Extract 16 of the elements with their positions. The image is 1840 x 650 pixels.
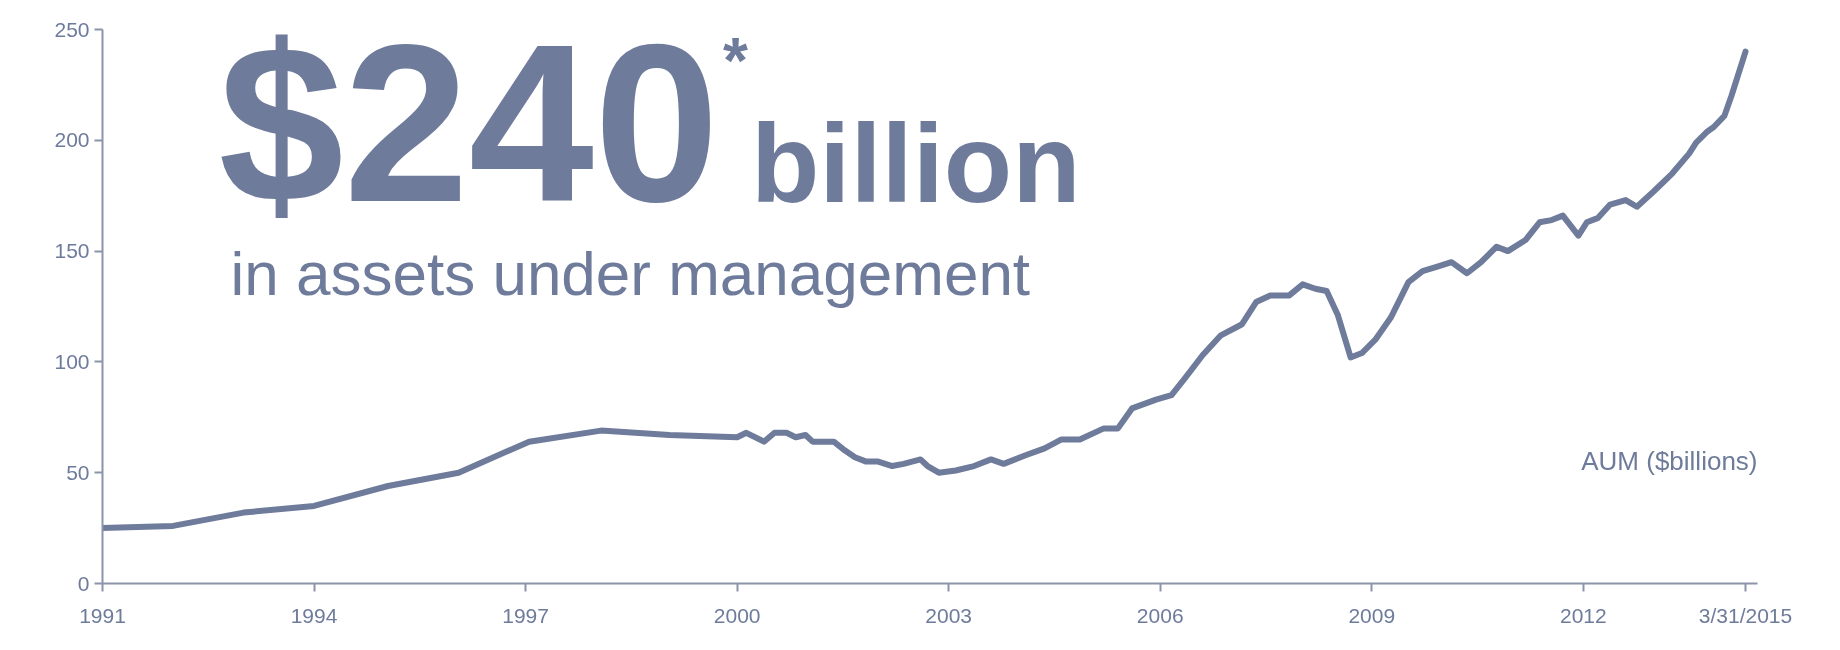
x-tick-label: 2009 [1348, 603, 1396, 627]
x-tick-label: 1997 [502, 603, 549, 627]
x-tick-label: 2003 [925, 603, 973, 627]
annotation: AUM ($billions) [1581, 445, 1758, 476]
y-tick-label: 0 [77, 571, 90, 595]
y-tick-label: 100 [54, 349, 90, 373]
x-tick-label: 2012 [1559, 603, 1607, 627]
x-tick-label: 3/31/2015 [1698, 603, 1793, 627]
y-tick-label: 150 [54, 239, 90, 263]
x-tick-label: 2000 [713, 603, 761, 627]
x-tick-label: 1994 [290, 603, 338, 627]
y-tick-label: 50 [66, 460, 90, 484]
y-tick-label: 200 [54, 128, 90, 152]
x-tick-label: 1991 [79, 603, 126, 627]
y-tick-label: 250 [54, 17, 90, 41]
x-tick-label: 2006 [1136, 603, 1184, 627]
